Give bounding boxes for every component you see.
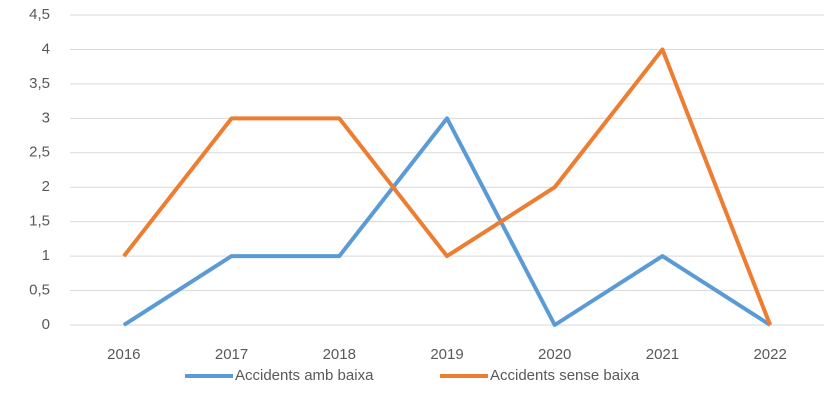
- y-tick-label: 2,5: [29, 144, 50, 161]
- y-tick-label: 1: [42, 247, 50, 264]
- y-tick-label: 4,5: [29, 6, 50, 23]
- legend-label: Accidents amb baixa: [235, 367, 374, 384]
- x-tick-label: 2016: [107, 346, 140, 363]
- y-tick-label: 2: [42, 178, 50, 195]
- series-line: [122, 47, 773, 326]
- x-tick-label: 2017: [215, 346, 248, 363]
- y-tick-label: 1,5: [29, 213, 50, 230]
- series-line: [122, 116, 772, 327]
- x-tick-label: 2018: [323, 346, 356, 363]
- y-tick-label: 0: [42, 316, 50, 333]
- y-tick-label: 3,5: [29, 75, 50, 92]
- y-tick-label: 4: [42, 40, 50, 57]
- x-tick-label: 2019: [430, 346, 463, 363]
- legend-label: Accidents sense baixa: [490, 367, 640, 384]
- x-tick-label: 2020: [538, 346, 571, 363]
- y-tick-label: 0,5: [29, 282, 50, 299]
- x-tick-label: 2022: [753, 346, 786, 363]
- x-tick-label: 2021: [646, 346, 679, 363]
- y-tick-label: 3: [42, 109, 50, 126]
